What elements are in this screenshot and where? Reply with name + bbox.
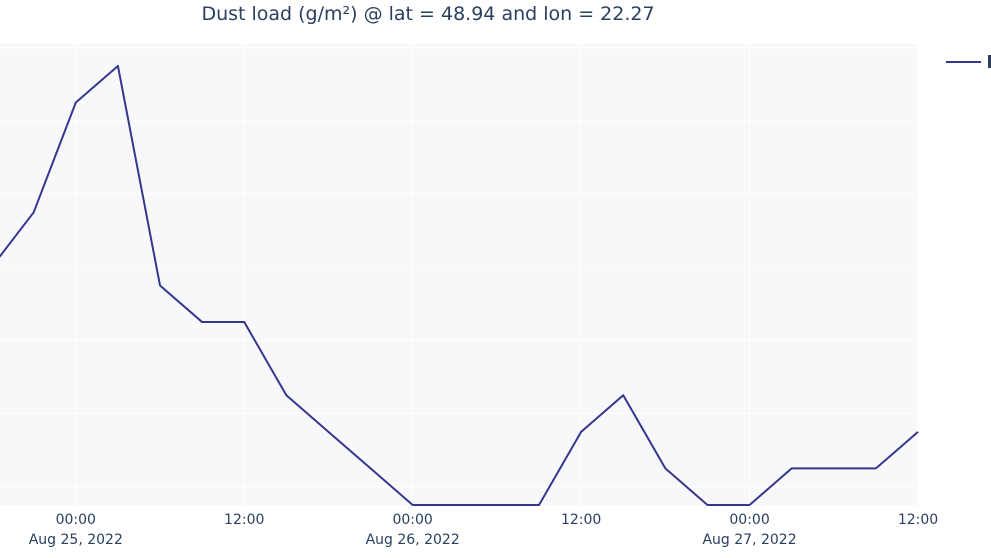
chart-title: Dust load (g/m²) @ lat = 48.94 and lon =… [201, 3, 654, 25]
series-line [0, 64, 919, 506]
x-tick-label: 00:00 [729, 512, 769, 528]
x-tick-label: 12:00 [224, 512, 264, 528]
x-tick-label: 12:00 [898, 512, 938, 528]
legend-label-fragment [988, 55, 991, 68]
x-tick-date-label: Aug 26, 2022 [366, 532, 460, 548]
plot-background [0, 44, 918, 505]
plot-area: 00:00 Aug 25, 2022 12:00 00:00 Aug 26, 2022 1… [0, 44, 991, 548]
x-tick-date-label: Aug 27, 2022 [702, 532, 796, 548]
x-tick-date-label: Aug 25, 2022 [29, 532, 123, 548]
x-tick-label: 00:00 [392, 512, 432, 528]
x-tick-label: 12:00 [561, 512, 601, 528]
x-tick-label: 00:00 [56, 512, 96, 528]
